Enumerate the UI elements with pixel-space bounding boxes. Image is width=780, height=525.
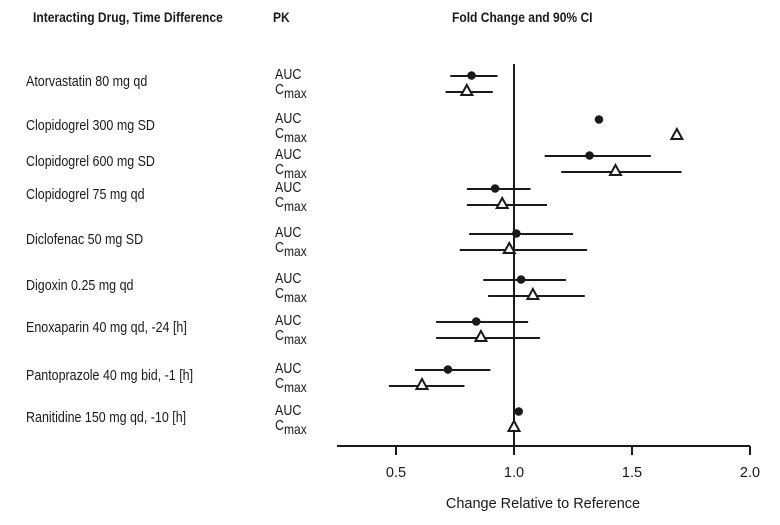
auc-point: [594, 115, 604, 124]
pk-auc-label: AUC: [275, 403, 302, 419]
drug-label: Enoxaparin 40 mg qd, -24 [h]: [26, 320, 187, 336]
pk-auc-label: AUC: [275, 313, 302, 329]
pk-auc-label: AUC: [275, 67, 302, 83]
x-tick-label: 0.5: [386, 465, 406, 481]
drug-label: Pantoprazole 40 mg bid, -1 [h]: [26, 368, 194, 384]
pk-cmax-label: Cmax: [275, 82, 307, 101]
cmax-point: [502, 240, 517, 254]
pk-auc-label: AUC: [275, 361, 302, 377]
auc-point: [471, 317, 481, 326]
cmax-point: [525, 286, 541, 300]
drug-label: Clopidogrel 600 mg SD: [26, 154, 155, 170]
pk-cmax-label: Cmax: [275, 328, 307, 347]
auc-point: [512, 229, 521, 238]
x-axis: 0.5 1.0 1.5 2.0 Change Relative to Reference: [337, 445, 760, 512]
drug-column-header: Interacting Drug, Time Difference: [33, 9, 223, 25]
drug-label: Clopidogrel 75 mg qd: [26, 187, 145, 203]
pk-label: AUC Cmax: [275, 361, 307, 395]
auc-point: [514, 407, 524, 416]
cmax-point: [459, 82, 474, 96]
pk-label: AUC Cmax: [275, 67, 307, 101]
cmax-point: [608, 162, 623, 176]
pk-cmax-label: Cmax: [275, 240, 307, 259]
auc-point: [490, 184, 500, 193]
x-axis-label: Change Relative to Reference: [446, 496, 640, 512]
drug-label: Ranitidine 150 mg qd, -10 [h]: [26, 410, 187, 426]
cmax-point: [414, 376, 430, 390]
pk-label: AUC Cmax: [275, 313, 307, 347]
pk-label: AUC Cmax: [275, 180, 307, 214]
drug-label: Clopidogrel 300 mg SD: [26, 118, 155, 134]
pk-label: AUC Cmax: [275, 225, 307, 259]
pk-label: AUC Cmax: [275, 403, 307, 437]
pk-auc-label: AUC: [275, 180, 302, 196]
drug-label: Atorvastatin 80 mg qd: [26, 74, 148, 90]
cmax-point: [473, 328, 489, 342]
pk-auc-label: AUC: [275, 147, 302, 163]
auc-point: [516, 275, 526, 284]
pk-label: AUC Cmax: [275, 111, 307, 145]
cmax-point: [506, 418, 522, 432]
drug-label: Digoxin 0.25 mg qd: [26, 278, 134, 294]
auc-point: [585, 151, 594, 160]
x-tick-label: 2.0: [740, 465, 760, 481]
pk-cmax-label: Cmax: [275, 376, 307, 395]
pk-auc-label: AUC: [275, 271, 302, 287]
auc-point: [467, 71, 476, 80]
cmax-point: [495, 195, 510, 209]
pk-label: AUC Cmax: [275, 147, 307, 181]
pk-auc-label: AUC: [275, 111, 302, 127]
auc-point: [443, 365, 453, 374]
x-tick-label: 1.0: [504, 465, 524, 481]
drug-label: Diclofenac 50 mg SD: [26, 232, 144, 248]
pk-cmax-label: Cmax: [275, 418, 307, 437]
pk-cmax-label: Cmax: [275, 195, 307, 214]
pk-column-header: PK: [273, 9, 290, 25]
x-tick-label: 1.5: [622, 465, 642, 481]
pk-cmax-label: Cmax: [275, 162, 307, 181]
plot-marks: [388, 64, 685, 446]
pk-cmax-label: Cmax: [275, 126, 307, 145]
chart-title: Fold Change and 90% CI: [452, 9, 593, 25]
pk-label: AUC Cmax: [275, 271, 307, 305]
pk-auc-label: AUC: [275, 225, 302, 241]
pk-cmax-label: Cmax: [275, 286, 307, 305]
cmax-point: [669, 126, 685, 140]
